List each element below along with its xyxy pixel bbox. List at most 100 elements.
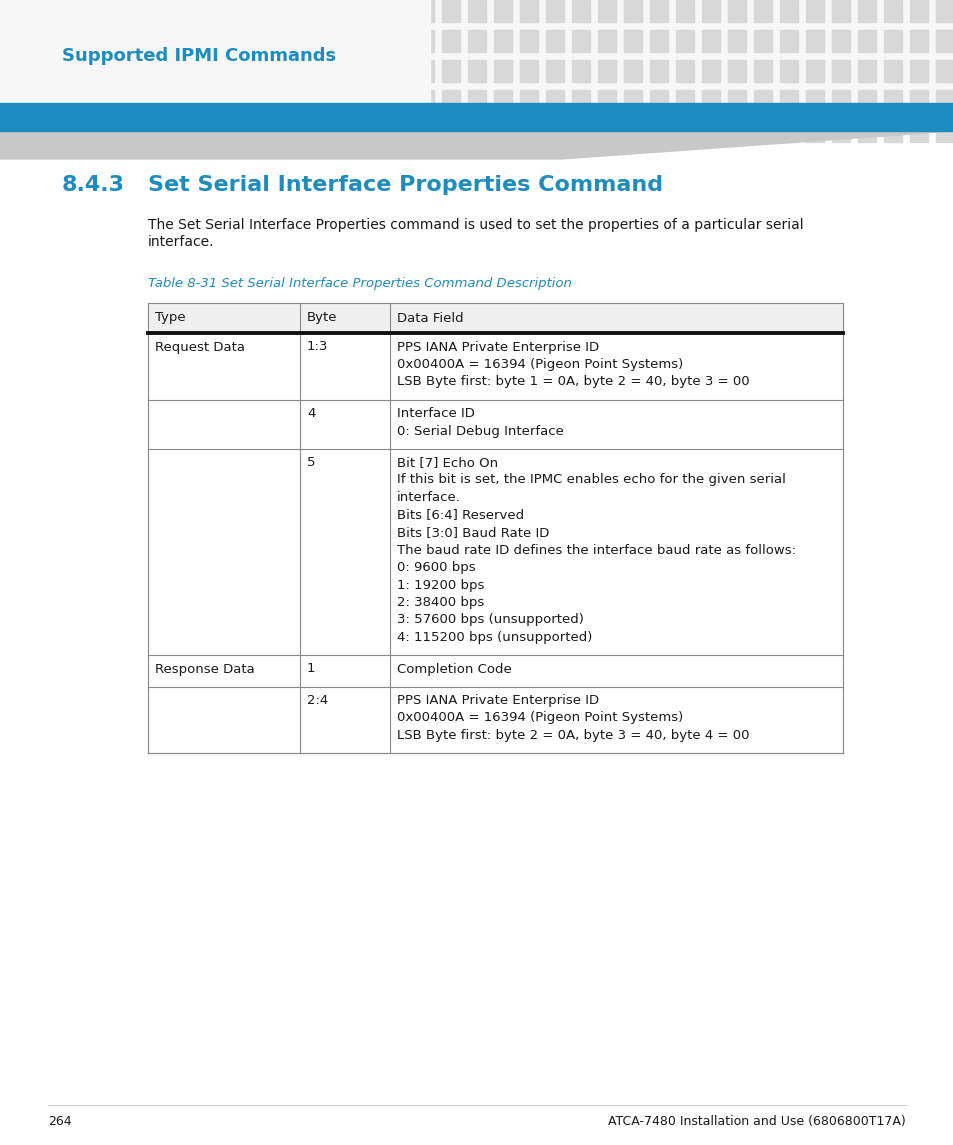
Bar: [598, 60, 616, 82]
Bar: [312, 90, 330, 112]
Bar: [233, 90, 252, 112]
Bar: [390, 120, 408, 142]
Bar: [572, 30, 589, 52]
Text: 264: 264: [48, 1115, 71, 1128]
Bar: [519, 60, 537, 82]
Text: Bit [7] Echo On: Bit [7] Echo On: [396, 456, 497, 469]
Bar: [156, 0, 173, 22]
Bar: [727, 30, 745, 52]
Text: 1:3: 1:3: [307, 340, 328, 354]
Bar: [468, 60, 485, 82]
Bar: [208, 60, 226, 82]
Bar: [78, 90, 96, 112]
Bar: [0, 30, 18, 52]
Bar: [676, 120, 693, 142]
Bar: [805, 120, 823, 142]
Bar: [364, 30, 381, 52]
Bar: [130, 120, 148, 142]
Text: 2:4: 2:4: [307, 694, 328, 706]
Bar: [416, 120, 434, 142]
Bar: [441, 90, 459, 112]
Bar: [337, 0, 355, 22]
Text: 4: 115200 bps (unsupported): 4: 115200 bps (unsupported): [396, 631, 592, 643]
Text: 8.4.3: 8.4.3: [62, 175, 125, 195]
Polygon shape: [0, 131, 953, 159]
Bar: [572, 0, 589, 22]
Bar: [545, 60, 563, 82]
Bar: [701, 90, 720, 112]
Bar: [701, 30, 720, 52]
Bar: [883, 90, 901, 112]
Bar: [156, 120, 173, 142]
Bar: [337, 30, 355, 52]
Bar: [441, 60, 459, 82]
Bar: [0, 0, 18, 22]
Bar: [78, 60, 96, 82]
Text: Request Data: Request Data: [154, 340, 245, 354]
Bar: [753, 90, 771, 112]
Bar: [156, 60, 173, 82]
Text: 5: 5: [307, 456, 315, 469]
Bar: [649, 30, 667, 52]
Text: LSB Byte first: byte 2 = 0A, byte 3 = 40, byte 4 = 00: LSB Byte first: byte 2 = 0A, byte 3 = 40…: [396, 729, 749, 742]
Bar: [909, 30, 927, 52]
Bar: [52, 90, 70, 112]
Bar: [364, 60, 381, 82]
Text: 0: Serial Debug Interface: 0: Serial Debug Interface: [396, 425, 563, 437]
Bar: [623, 60, 641, 82]
Text: Interface ID: Interface ID: [396, 406, 475, 420]
Bar: [156, 30, 173, 52]
Bar: [805, 90, 823, 112]
Bar: [0, 0, 430, 103]
Text: If this bit is set, the IPMC enables echo for the given serial: If this bit is set, the IPMC enables ech…: [396, 474, 785, 487]
Text: 3: 57600 bps (unsupported): 3: 57600 bps (unsupported): [396, 614, 583, 626]
Bar: [52, 60, 70, 82]
Bar: [390, 30, 408, 52]
Text: Byte: Byte: [307, 311, 337, 324]
Bar: [390, 90, 408, 112]
Bar: [780, 30, 797, 52]
Bar: [441, 0, 459, 22]
Bar: [909, 90, 927, 112]
Bar: [676, 90, 693, 112]
Text: The baud rate ID defines the interface baud rate as follows:: The baud rate ID defines the interface b…: [396, 544, 795, 556]
Bar: [130, 90, 148, 112]
Bar: [727, 60, 745, 82]
Bar: [935, 120, 953, 142]
Text: Supported IPMI Commands: Supported IPMI Commands: [62, 47, 335, 65]
Bar: [148, 333, 842, 400]
Text: 0x00400A = 16394 (Pigeon Point Systems): 0x00400A = 16394 (Pigeon Point Systems): [396, 711, 682, 725]
Bar: [727, 0, 745, 22]
Text: PPS IANA Private Enterprise ID: PPS IANA Private Enterprise ID: [396, 694, 598, 706]
Bar: [649, 0, 667, 22]
Text: Response Data: Response Data: [154, 663, 254, 676]
Bar: [312, 120, 330, 142]
Bar: [148, 449, 842, 655]
Bar: [390, 0, 408, 22]
Bar: [156, 90, 173, 112]
Text: LSB Byte first: byte 1 = 0A, byte 2 = 40, byte 3 = 00: LSB Byte first: byte 1 = 0A, byte 2 = 40…: [396, 376, 749, 388]
Bar: [598, 90, 616, 112]
Bar: [676, 30, 693, 52]
Bar: [104, 0, 122, 22]
Bar: [857, 120, 875, 142]
Bar: [52, 120, 70, 142]
Bar: [572, 60, 589, 82]
Bar: [857, 60, 875, 82]
Text: Bits [3:0] Baud Rate ID: Bits [3:0] Baud Rate ID: [396, 526, 549, 539]
Text: Set Serial Interface Properties Command: Set Serial Interface Properties Command: [148, 175, 662, 195]
Bar: [52, 0, 70, 22]
Bar: [286, 90, 304, 112]
Bar: [780, 90, 797, 112]
Bar: [78, 0, 96, 22]
Bar: [182, 120, 200, 142]
Bar: [468, 0, 485, 22]
Bar: [208, 30, 226, 52]
Bar: [390, 60, 408, 82]
Bar: [727, 120, 745, 142]
Bar: [701, 120, 720, 142]
Bar: [148, 303, 842, 333]
Text: 1: 1: [307, 663, 315, 676]
Bar: [909, 60, 927, 82]
Bar: [26, 30, 44, 52]
